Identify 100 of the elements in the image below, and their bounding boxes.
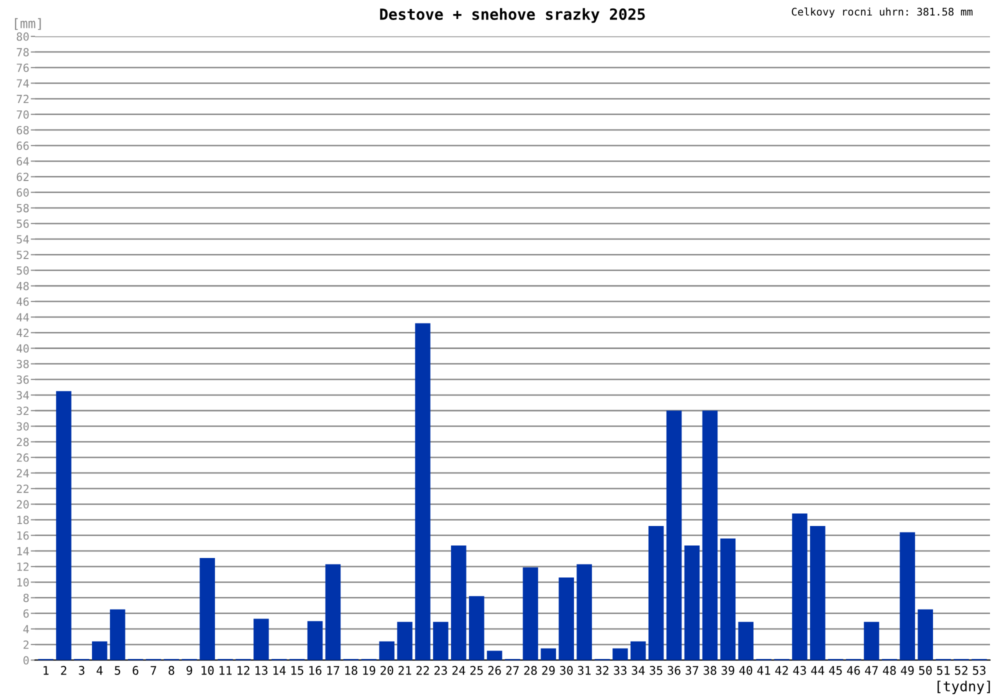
x-tick-label: 18 xyxy=(345,666,358,675)
x-tick-label: 11 xyxy=(220,666,232,675)
bar xyxy=(110,609,126,660)
x-tick-label: 5 xyxy=(114,666,120,675)
bar xyxy=(918,609,934,660)
bar xyxy=(720,538,736,660)
y-tick-label: 52 xyxy=(16,250,28,260)
y-tick-label: 8 xyxy=(23,594,29,602)
y-tick-label: 10 xyxy=(17,578,29,587)
x-tick-label: 22 xyxy=(416,666,429,675)
x-tick-label: 52 xyxy=(954,666,968,675)
x-axis-title: [tydny] xyxy=(938,680,990,694)
y-tick-label: 74 xyxy=(16,79,29,88)
bar xyxy=(666,410,682,660)
x-tick-label: 38 xyxy=(704,666,716,675)
x-tick-label: 46 xyxy=(847,666,860,675)
y-tick-label: 60 xyxy=(16,188,29,197)
y-tick-label: 32 xyxy=(16,406,28,416)
x-tick-label: 37 xyxy=(686,666,698,675)
bar xyxy=(325,564,341,660)
x-tick-label: 50 xyxy=(919,666,932,675)
x-tick-label: 26 xyxy=(488,666,501,675)
bar xyxy=(307,621,323,660)
bar xyxy=(486,650,502,660)
x-tick-label: 44 xyxy=(811,666,824,675)
y-tick-label: 58 xyxy=(16,204,29,212)
bar xyxy=(540,648,556,660)
x-tick-label: 6 xyxy=(132,666,138,675)
x-tick-label: 39 xyxy=(722,666,734,675)
bar xyxy=(900,532,916,660)
y-tick-label: 20 xyxy=(16,500,29,509)
bar xyxy=(684,545,700,660)
y-tick-label: 68 xyxy=(16,126,29,134)
x-tick-label: 48 xyxy=(882,666,896,675)
x-tick-label: 13 xyxy=(255,666,268,675)
x-tick-label: 30 xyxy=(560,666,573,675)
x-tick-label: 21 xyxy=(398,666,412,675)
text: Celkovy rocni uhrn: 381.58 mm xyxy=(792,8,973,18)
x-tick-label: 25 xyxy=(470,666,483,675)
x-tick-label: 51 xyxy=(937,666,950,675)
x-tick-label: 2 xyxy=(61,666,66,675)
y-tick-label: 48 xyxy=(16,282,29,290)
y-tick-label: 18 xyxy=(17,516,29,524)
bar xyxy=(702,410,718,660)
bar xyxy=(433,622,448,660)
y-tick-label: 38 xyxy=(16,360,29,368)
bar xyxy=(558,577,574,660)
x-tick-label: 15 xyxy=(291,666,304,675)
bar xyxy=(864,622,880,660)
y-tick-label: 44 xyxy=(16,313,29,322)
x-tick-label: 12 xyxy=(238,666,250,675)
x-tick-label: 24 xyxy=(452,666,466,675)
bar xyxy=(738,622,754,660)
x-tick-label: 53 xyxy=(972,666,986,675)
y-tick-label: 34 xyxy=(16,391,29,400)
y-tick-label: 50 xyxy=(16,266,29,275)
x-tick-label: 1 xyxy=(44,666,49,675)
x-tick-label: 42 xyxy=(775,666,788,675)
y-tick-label: 6 xyxy=(23,609,29,618)
y-tick-label: 26 xyxy=(16,453,29,462)
bar xyxy=(468,596,484,660)
bar xyxy=(648,526,664,660)
bar xyxy=(56,391,72,660)
y-tick-label: 28 xyxy=(16,438,29,446)
x-tick-label: 9 xyxy=(186,666,192,675)
bar xyxy=(397,622,412,660)
y-tick-label: 62 xyxy=(16,172,28,182)
y-tick-label: 0 xyxy=(23,656,29,665)
x-tick-label: 19 xyxy=(363,666,376,675)
bar xyxy=(522,567,538,660)
x-tick-label: 14 xyxy=(273,666,286,675)
y-tick-label: 64 xyxy=(16,157,29,166)
x-tick-label: 43 xyxy=(793,666,806,675)
y-tick-label: 66 xyxy=(16,142,29,150)
x-tick-label: 40 xyxy=(739,666,752,675)
x-tick-label: 17 xyxy=(327,666,340,675)
y-tick-label: 54 xyxy=(16,235,29,244)
x-tick-label: 49 xyxy=(900,666,914,675)
x-tick-label: 34 xyxy=(632,666,645,675)
bar xyxy=(451,545,466,660)
bar xyxy=(630,641,646,660)
y-tick-label: 30 xyxy=(16,422,29,431)
y-tick-label: 72 xyxy=(16,94,28,104)
y-tick-label: 14 xyxy=(17,547,29,556)
x-tick-label: 31 xyxy=(578,666,591,675)
y-tick-label: 70 xyxy=(16,110,29,119)
y-tick-label: 12 xyxy=(17,562,28,571)
chart-title: Destove + snehove srazky 2025 xyxy=(380,8,645,23)
x-tick-label: 29 xyxy=(542,666,555,675)
y-tick-label: 42 xyxy=(16,328,28,337)
y-tick-label: 16 xyxy=(17,531,29,540)
y-tick-label: 78 xyxy=(16,48,29,56)
x-tick-label: 32 xyxy=(596,666,608,675)
y-tick-label: 46 xyxy=(16,297,29,306)
bar xyxy=(612,648,628,660)
x-tick-label: 41 xyxy=(757,666,770,675)
x-tick-label: 36 xyxy=(668,666,680,675)
x-tick-label: 10 xyxy=(202,666,214,675)
x-tick-label: 7 xyxy=(150,666,156,675)
y-tick-label: 22 xyxy=(16,484,28,493)
